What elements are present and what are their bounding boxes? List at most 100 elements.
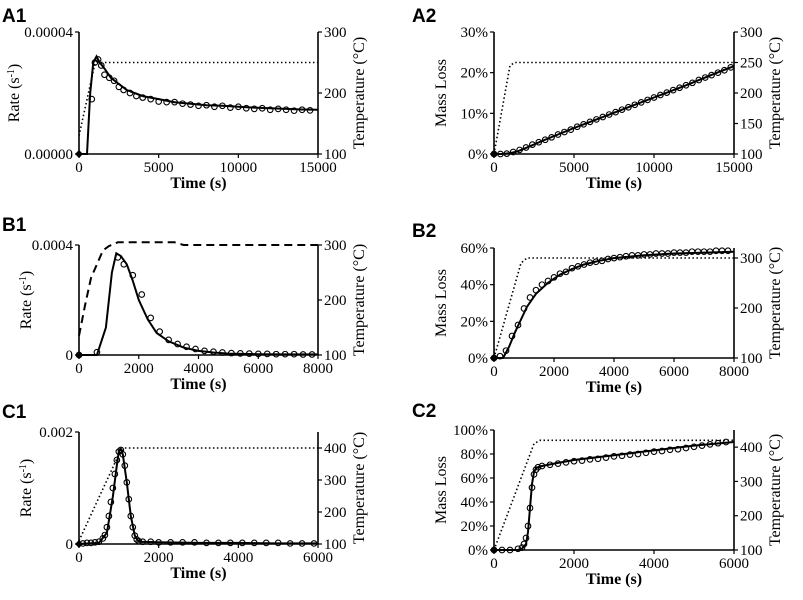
rate-fit-line [79, 251, 318, 356]
origin-marker [75, 351, 83, 359]
x-tick-label: 0 [490, 556, 498, 572]
data-point [714, 439, 722, 447]
data-point [155, 98, 163, 105]
data-point [714, 69, 722, 77]
data-point [663, 89, 671, 96]
data-point [93, 348, 101, 356]
data-point [514, 321, 522, 329]
y2-tick-label: 150 [740, 117, 763, 133]
data-point [708, 71, 715, 79]
rate-fit-line [79, 54, 319, 155]
data-point [556, 270, 564, 278]
data-point [528, 484, 536, 491]
y-tick-label: 0.00000 [24, 147, 73, 163]
data-point [103, 523, 111, 531]
x-tick-label: 2000 [559, 556, 589, 572]
data-point [674, 445, 682, 453]
data-point [522, 144, 530, 151]
panel-label: C2 [412, 401, 436, 422]
data-point [520, 540, 528, 548]
y2-tick-label: 200 [324, 86, 347, 102]
data-point [650, 94, 658, 101]
y-tick-label: 60% [461, 471, 489, 487]
data-point [306, 107, 314, 114]
x-axis-label: Time (s) [170, 376, 226, 393]
data-point [125, 495, 133, 503]
data-point [690, 443, 698, 451]
data-point [250, 105, 258, 113]
y-axis-label: Rate (s-1) [18, 271, 35, 330]
data-point [266, 106, 274, 114]
panel-a2: A2 0 5000 10000 15000 0% 10% 20% 30% 100 150 200 250… [412, 6, 784, 192]
mass-loss-fit-line [494, 250, 735, 359]
data-point [91, 538, 99, 546]
x-tick-label: 2000 [539, 364, 569, 380]
data-point [593, 116, 600, 123]
y-axis-label: Mass Loss [433, 59, 450, 127]
data-point [123, 479, 131, 486]
temperature-line [493, 61, 734, 155]
origin-marker [75, 150, 83, 158]
data-point [695, 76, 703, 84]
origin-marker [490, 150, 498, 158]
data-point [706, 441, 714, 448]
x-axis-label: Time (s) [586, 379, 642, 396]
y-axis-label: Mass Loss [433, 269, 450, 337]
data-point [133, 536, 141, 543]
data-point [274, 105, 282, 113]
data-point [508, 332, 516, 340]
x-axis-label: Time (s) [170, 175, 226, 192]
x-axis-label: Time (s) [586, 571, 642, 588]
y-tick-label: 0.002 [39, 425, 73, 441]
data-point [573, 123, 581, 131]
y2-tick-label: 250 [740, 56, 763, 72]
data-point [228, 349, 235, 357]
data-point [496, 352, 504, 360]
data-point [242, 104, 250, 112]
y2-tick-label: 200 [740, 509, 763, 525]
data-point [562, 459, 570, 466]
y2-tick-label: 100 [740, 147, 763, 163]
x-tick-label: 15000 [715, 160, 753, 176]
data-point [538, 281, 546, 289]
y2-tick-label: 400 [740, 440, 763, 456]
data-point [634, 450, 642, 458]
y2-tick-label: 100 [324, 537, 347, 553]
data-point [567, 126, 575, 133]
data-point [147, 538, 155, 546]
y-tick-label: 0% [468, 351, 488, 367]
data-point [139, 94, 147, 101]
data-point [546, 461, 554, 469]
data-point [101, 71, 108, 79]
data-point [219, 102, 226, 110]
data-point [234, 103, 242, 111]
data-point [262, 539, 270, 547]
data-point [299, 351, 307, 358]
data-point [644, 96, 651, 104]
plot-area [490, 438, 735, 554]
data-point [658, 447, 666, 455]
data-point [215, 539, 222, 547]
data-point [669, 86, 677, 94]
y-tick-label: 60% [461, 241, 489, 257]
data-point [203, 101, 210, 109]
data-point [727, 64, 735, 71]
data-point [105, 74, 113, 82]
x-tick-label: 0 [490, 160, 498, 176]
data-point [187, 101, 194, 108]
y2-axis-label: Temperature (°C) [767, 434, 784, 546]
data-point [105, 512, 113, 520]
data-point [101, 531, 109, 539]
y2-tick-label: 300 [740, 25, 763, 41]
data-point [119, 451, 127, 458]
x-tick-label: 4000 [639, 556, 669, 572]
data-point [210, 348, 217, 356]
y-tick-label: 40% [461, 278, 489, 294]
data-point [254, 350, 262, 358]
data-point [570, 457, 578, 465]
x-tick-label: 6000 [659, 364, 689, 380]
data-point [586, 456, 594, 463]
data-point [568, 264, 576, 272]
data-point [238, 539, 246, 547]
y2-tick-label: 200 [324, 505, 347, 521]
